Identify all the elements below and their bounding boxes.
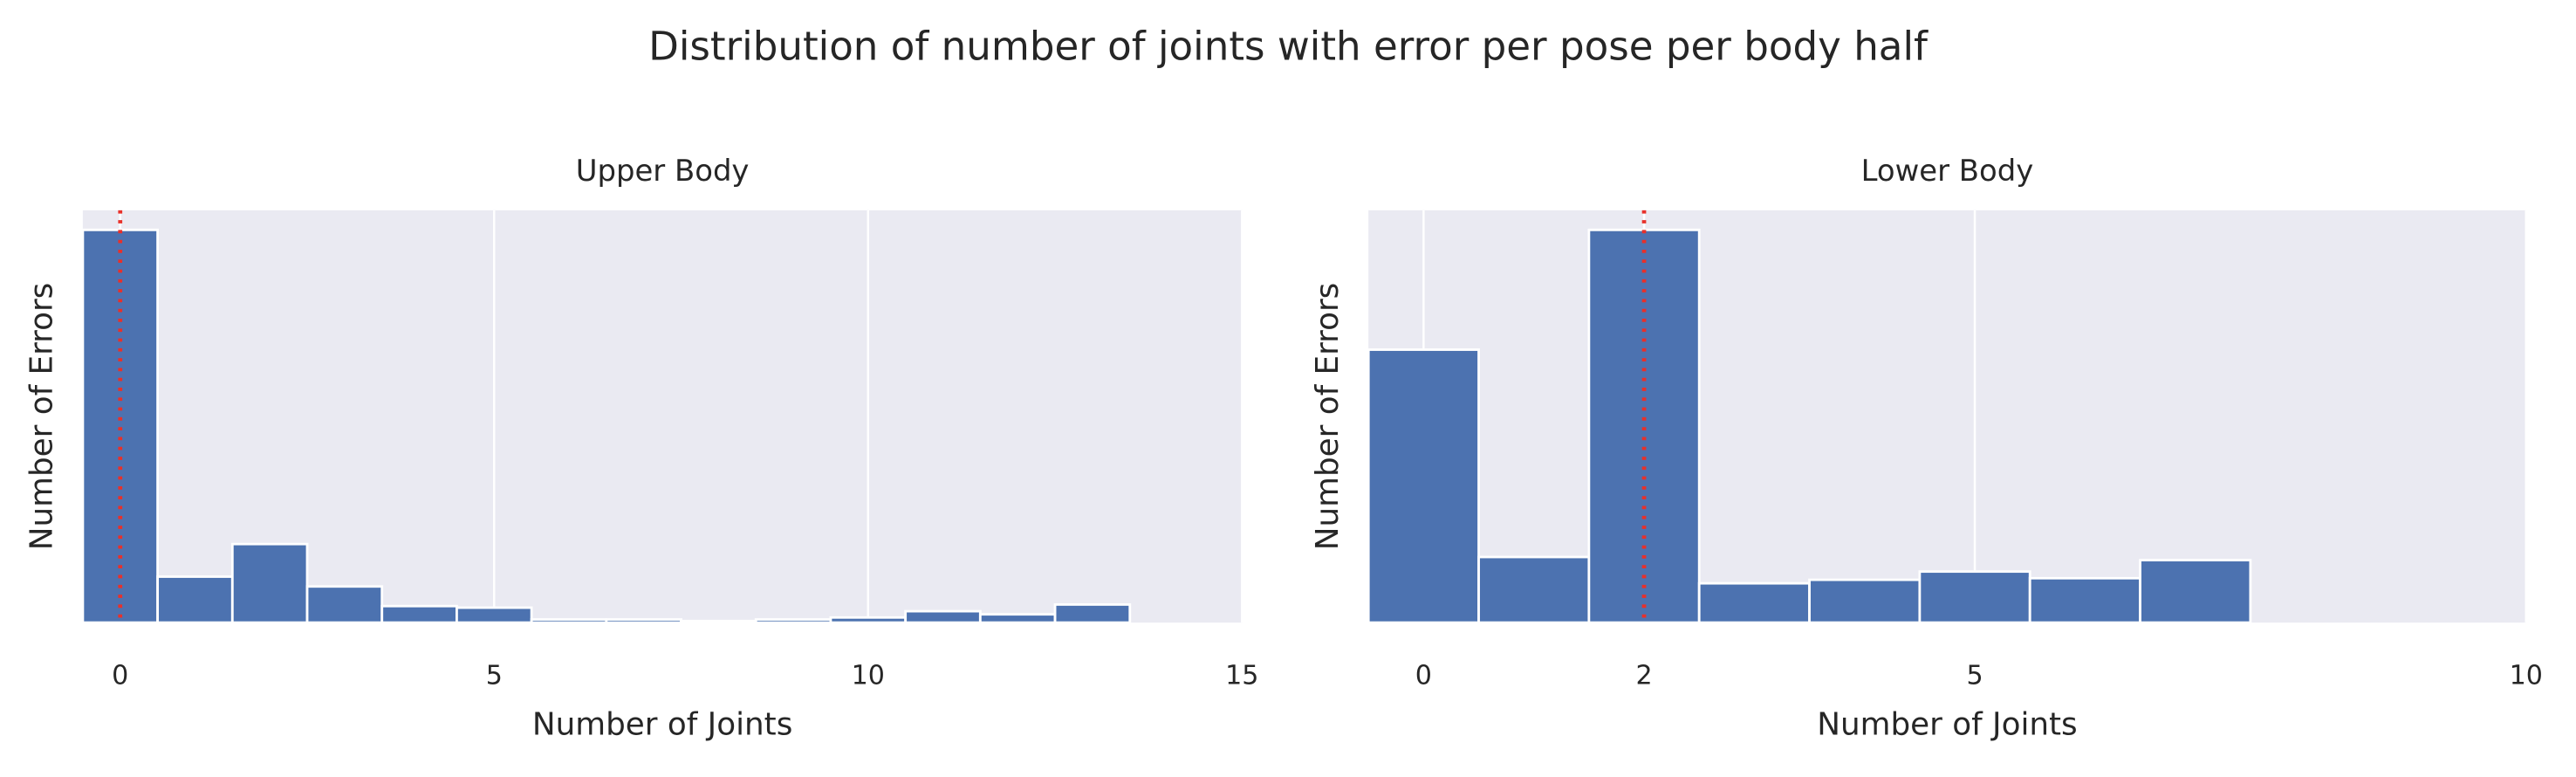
y-axis-label: Number of Errors	[24, 283, 60, 551]
bar	[156, 575, 234, 624]
x-tick-label: 10	[852, 661, 885, 691]
bar	[305, 585, 384, 624]
bar	[2139, 559, 2252, 624]
bar	[2028, 576, 2141, 624]
bar	[680, 619, 757, 624]
bar	[1367, 348, 1480, 624]
bar	[380, 604, 458, 624]
bar	[904, 609, 982, 624]
bar	[1808, 578, 1922, 624]
x-tick-label: 2	[1635, 661, 1652, 691]
bar	[230, 542, 309, 624]
y-axis-label: Number of Errors	[1310, 283, 1346, 551]
bar	[1918, 570, 2031, 624]
x-axis-label: Number of Joints	[532, 707, 792, 743]
subplot-title: Upper Body	[576, 154, 750, 188]
figure-title: Distribution of number of joints with er…	[648, 23, 1929, 69]
x-tick-label: 5	[1966, 661, 1983, 691]
bar	[530, 618, 608, 624]
bar	[605, 618, 682, 624]
bar	[1477, 555, 1591, 624]
bar	[456, 606, 533, 624]
x-tick-label: 0	[112, 661, 128, 691]
bar	[1053, 603, 1132, 624]
x-axis-label: Number of Joints	[1817, 707, 2077, 743]
bar	[1587, 228, 1701, 624]
x-tick-label: 15	[1225, 661, 1258, 691]
bar	[1697, 581, 1811, 624]
x-tick-label: 5	[486, 661, 503, 691]
bar	[754, 618, 832, 624]
bar	[829, 615, 908, 624]
plot-area	[1368, 210, 2526, 623]
bar	[978, 613, 1057, 624]
x-tick-label: 10	[2510, 661, 2543, 691]
subplot-title: Lower Body	[1861, 154, 2034, 188]
bar	[81, 228, 160, 624]
x-tick-label: 0	[1415, 661, 1432, 691]
